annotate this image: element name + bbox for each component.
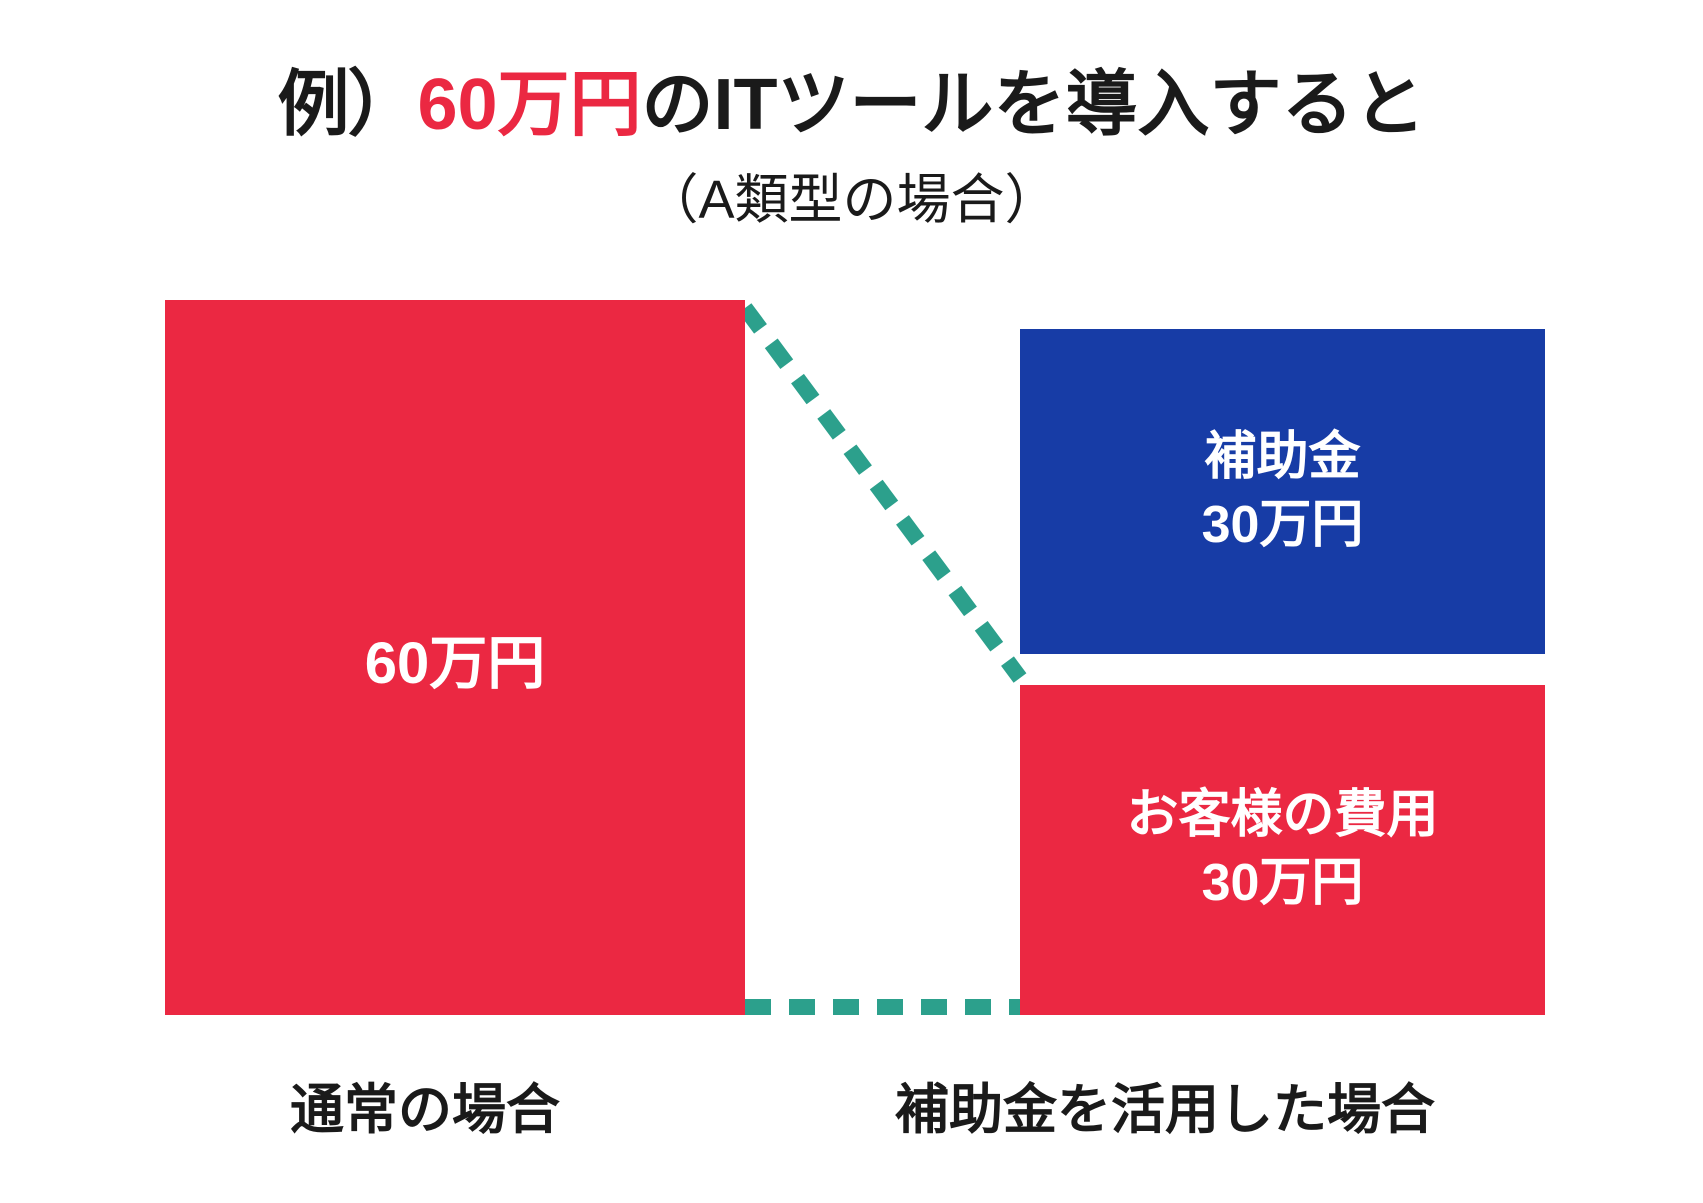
title-suffix: のITツールを導入すると — [642, 65, 1426, 145]
right-bar-subsidy-line1: 補助金 — [1204, 424, 1360, 492]
right-bar-subsidy-line2: 30万円 — [1202, 492, 1364, 560]
right-bar-customer: お客様の費用 30万円 — [1020, 685, 1545, 1015]
bottom-label-right: 補助金を活用した場合 — [895, 1065, 1435, 1144]
title-line2: （A類型の場合） — [0, 155, 1703, 234]
chart-area: 60万円 補助金 30万円 お客様の費用 30万円 — [165, 300, 1545, 1015]
infographic-container: 例）60万円のITツールを導入すると （A類型の場合） 60万円 補助金 30万… — [0, 0, 1703, 1203]
title-prefix: 例） — [277, 65, 417, 145]
left-bar-total: 60万円 — [165, 300, 745, 1015]
bottom-label-left: 通常の場合 — [290, 1065, 560, 1144]
left-bar-label: 60万円 — [365, 616, 546, 700]
dashed-line-top — [745, 308, 1020, 678]
title-highlight: 60万円 — [417, 65, 641, 145]
right-bar-customer-line1: お客様の費用 — [1126, 782, 1438, 850]
right-bar-subsidy: 補助金 30万円 — [1020, 329, 1545, 654]
right-bar-customer-line2: 30万円 — [1202, 850, 1364, 918]
title-line1: 例）60万円のITツールを導入すると — [0, 45, 1703, 150]
